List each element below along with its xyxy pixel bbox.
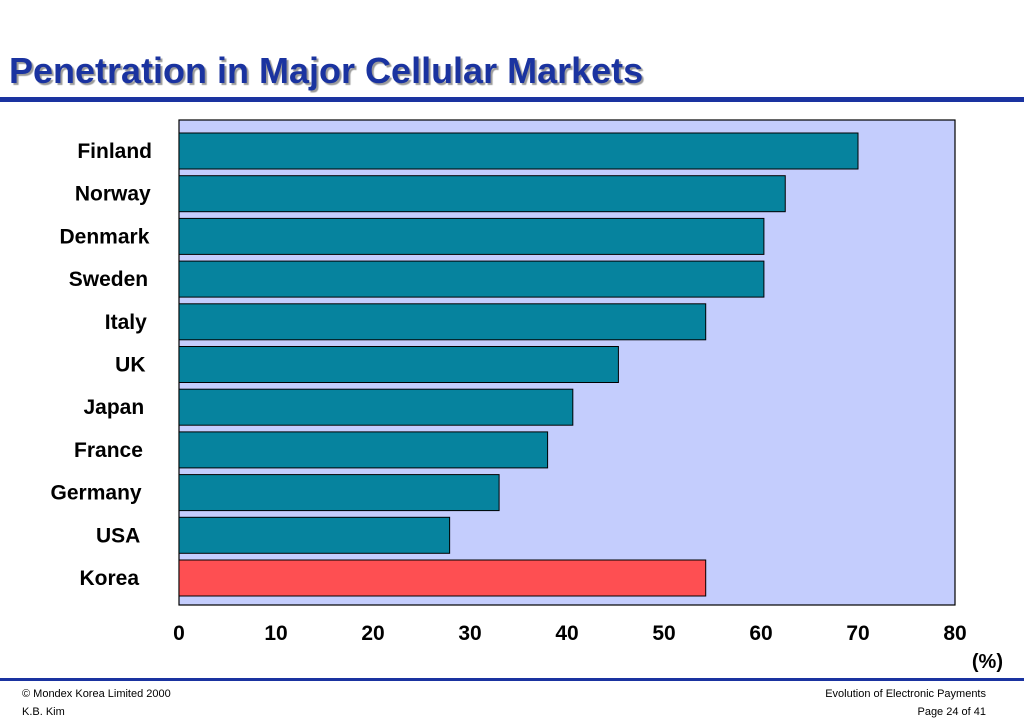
bar-norway bbox=[178, 175, 786, 213]
bar-sweden bbox=[178, 260, 765, 298]
penetration-chart: Finland Norway Denmark Sweden Italy UK Japan Fr… bbox=[51, 119, 1003, 673]
title-rule bbox=[0, 97, 1024, 102]
bar-denmark bbox=[178, 217, 765, 255]
x-tick-label: 70 bbox=[846, 622, 869, 645]
x-tick-label: 30 bbox=[458, 622, 481, 645]
bar-italy bbox=[178, 303, 707, 341]
bar-korea bbox=[178, 559, 707, 597]
category-label-uk: UK bbox=[115, 354, 145, 377]
page-title: Penetration in Major Cellular Markets bbox=[9, 50, 644, 91]
x-tick-label: 10 bbox=[264, 622, 287, 645]
x-tick-label: 80 bbox=[943, 622, 966, 645]
footer-author: K.B. Kim bbox=[22, 706, 65, 718]
bar-finland bbox=[178, 132, 859, 170]
category-label-germany: Germany bbox=[51, 482, 142, 505]
footer-rule bbox=[0, 678, 1024, 681]
bar-germany bbox=[178, 474, 500, 512]
x-tick-label: 60 bbox=[749, 622, 772, 645]
bar-france bbox=[178, 431, 549, 469]
footer-page-number: Page 24 of 41 bbox=[917, 706, 986, 718]
category-label-korea: Korea bbox=[79, 567, 139, 590]
category-label-italy: Italy bbox=[105, 311, 147, 334]
category-label-usa: USA bbox=[96, 524, 140, 547]
category-label-sweden: Sweden bbox=[69, 268, 148, 291]
bar-usa bbox=[178, 516, 451, 554]
category-label-japan: Japan bbox=[83, 396, 144, 419]
bar-japan bbox=[178, 388, 574, 426]
category-label-norway: Norway bbox=[75, 183, 151, 206]
unit-label: (%) bbox=[972, 651, 1003, 673]
x-tick-label: 20 bbox=[361, 622, 384, 645]
x-tick-label: 0 bbox=[173, 622, 185, 645]
category-label-finland: Finland bbox=[77, 140, 152, 163]
category-label-france: France bbox=[74, 439, 143, 462]
footer-presentation-title: Evolution of Electronic Payments bbox=[825, 688, 986, 700]
x-tick-label: 50 bbox=[652, 622, 675, 645]
x-tick-label: 40 bbox=[555, 622, 578, 645]
bar-uk bbox=[178, 346, 619, 383]
category-label-denmark: Denmark bbox=[60, 225, 150, 248]
footer-copyright: © Mondex Korea Limited 2000 bbox=[22, 688, 171, 700]
